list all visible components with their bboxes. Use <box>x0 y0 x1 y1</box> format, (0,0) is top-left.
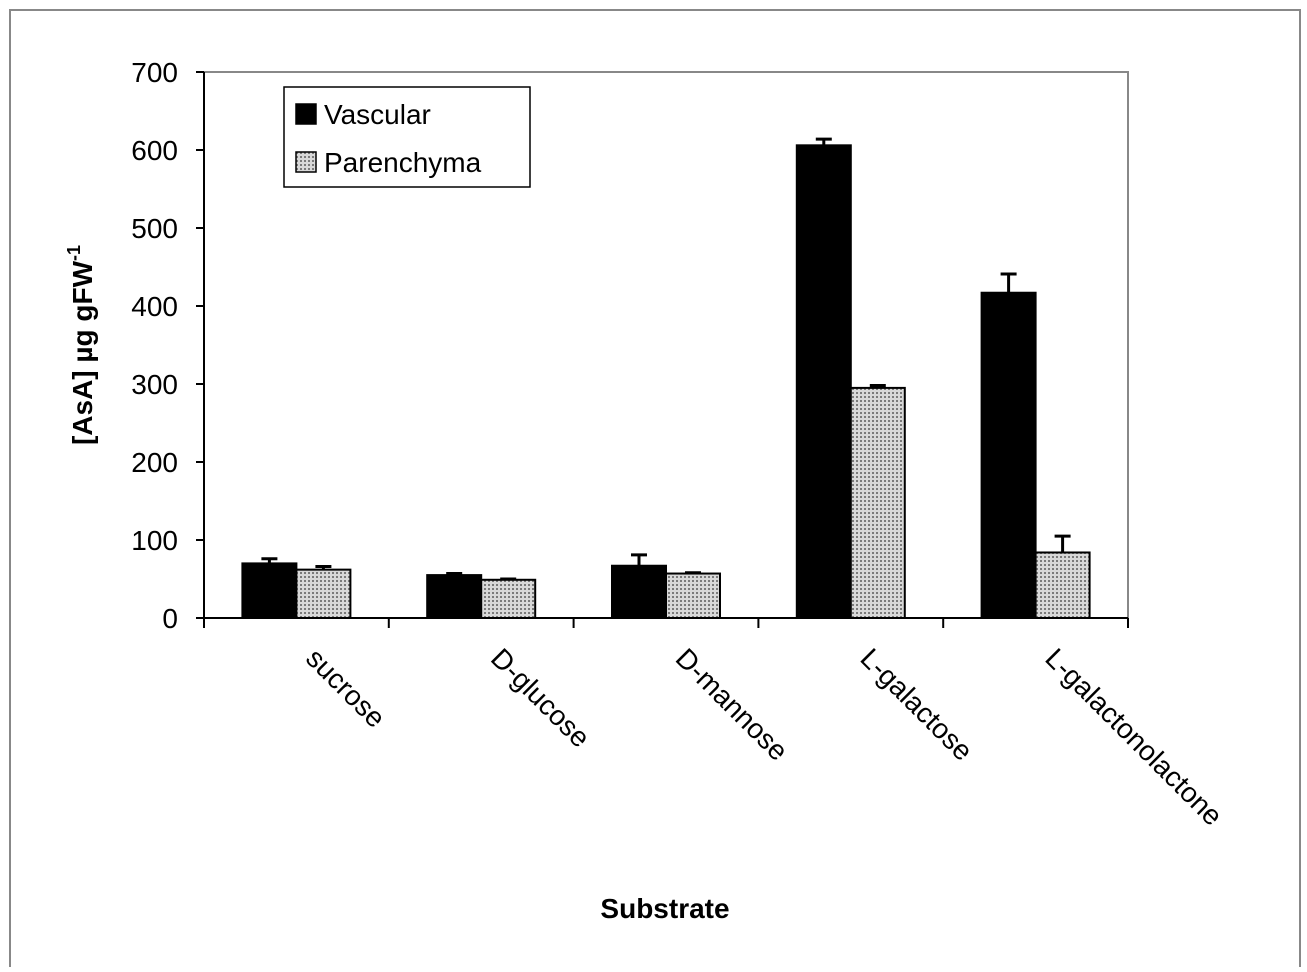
y-tick-label: 0 <box>162 603 178 634</box>
bar <box>426 574 483 619</box>
error-bar <box>869 384 886 388</box>
bar <box>611 564 667 619</box>
error-bar <box>261 557 278 564</box>
y-axis-title: [AsA] µg gFW-1 <box>64 245 98 445</box>
error-bar <box>500 577 517 581</box>
legend-swatch <box>295 151 317 173</box>
error-bar <box>1000 272 1017 293</box>
bar <box>795 144 852 619</box>
bar <box>241 562 298 620</box>
legend-label: Vascular <box>324 99 431 130</box>
y-tick-label: 300 <box>131 369 178 400</box>
bar <box>480 578 537 620</box>
legend-label: Parenchyma <box>324 147 482 178</box>
y-tick-label: 400 <box>131 291 178 322</box>
bar <box>665 572 721 619</box>
bar <box>295 568 352 620</box>
bar <box>1034 551 1091 619</box>
y-tick-label: 700 <box>131 57 178 88</box>
error-bar <box>685 571 701 575</box>
frame <box>9 9 1301 971</box>
y-tick-label: 200 <box>131 447 178 478</box>
legend-box <box>283 86 531 188</box>
error-bar <box>1054 534 1071 553</box>
error-bar <box>446 572 463 576</box>
x-axis-title: Substrate <box>600 893 729 924</box>
bar <box>849 386 906 619</box>
error-bar <box>315 565 332 570</box>
y-axis-title-main: [AsA] µg gFW <box>67 260 98 445</box>
bar <box>980 291 1037 619</box>
y-tick-label: 500 <box>131 213 178 244</box>
legend-swatch <box>295 103 317 125</box>
y-tick-label: 100 <box>131 525 178 556</box>
y-axis-title-sup: -1 <box>64 245 84 261</box>
error-bar <box>631 553 647 566</box>
y-tick-label: 600 <box>131 135 178 166</box>
error-bar <box>815 137 832 146</box>
